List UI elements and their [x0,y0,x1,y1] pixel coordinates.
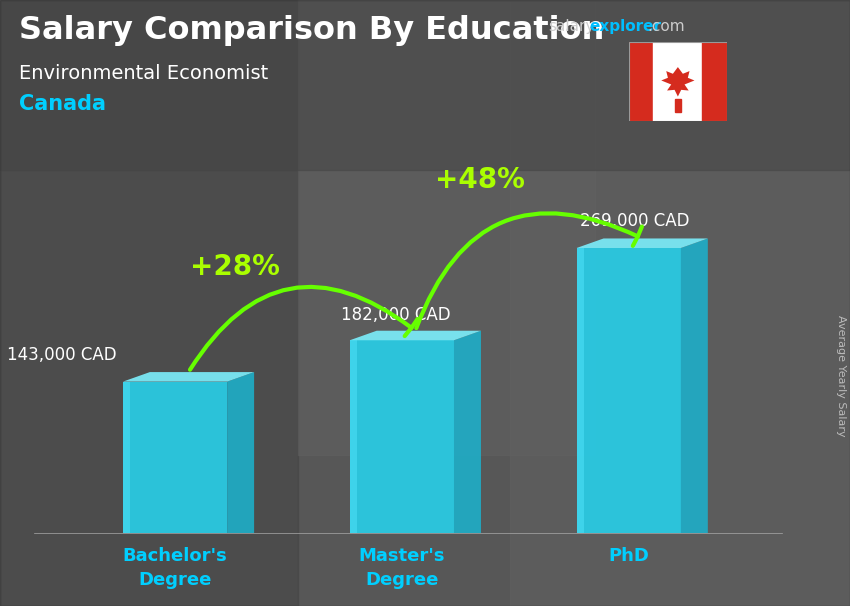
Polygon shape [227,372,254,533]
Polygon shape [576,248,681,533]
Polygon shape [576,248,584,533]
Bar [675,99,681,112]
Text: explorer: explorer [589,19,661,35]
Bar [702,42,727,121]
Bar [0,0,850,170]
Polygon shape [576,238,708,248]
Polygon shape [349,331,481,341]
Text: 143,000 CAD: 143,000 CAD [7,345,116,364]
Text: +48%: +48% [435,166,524,194]
Bar [654,42,702,121]
Polygon shape [123,382,227,533]
Polygon shape [454,331,481,533]
Bar [629,42,654,121]
Text: Salary Comparison By Education: Salary Comparison By Education [19,15,604,46]
Text: .com: .com [648,19,685,35]
Text: Canada: Canada [19,94,105,114]
Polygon shape [123,382,130,533]
Text: +28%: +28% [190,253,280,281]
Polygon shape [681,238,708,533]
Polygon shape [349,341,454,533]
Polygon shape [661,67,694,96]
Text: salary: salary [548,19,595,35]
Text: 182,000 CAD: 182,000 CAD [341,307,450,324]
Bar [510,0,850,606]
Polygon shape [123,372,254,382]
Polygon shape [349,341,357,533]
Text: Environmental Economist: Environmental Economist [19,64,268,82]
Bar [298,0,595,454]
Text: Average Yearly Salary: Average Yearly Salary [836,315,846,436]
Text: 269,000 CAD: 269,000 CAD [580,212,689,230]
Bar [0,0,298,606]
